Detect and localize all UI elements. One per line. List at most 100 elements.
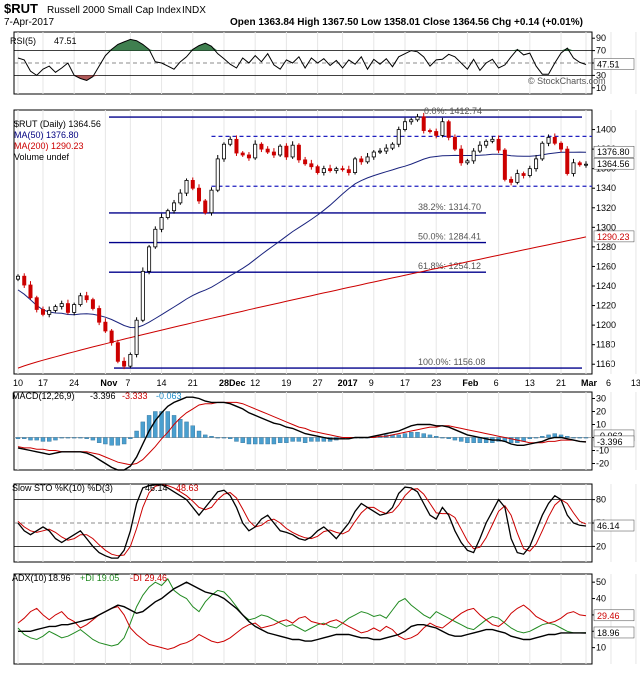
rsi-label-text: RSI(5) bbox=[10, 36, 36, 46]
rsi-overbought-fill bbox=[18, 39, 586, 51]
x-tick-label: 17 bbox=[400, 378, 410, 388]
price-axis-label: 1280 bbox=[596, 242, 616, 252]
candle-body bbox=[84, 295, 89, 301]
candle-body bbox=[209, 189, 214, 214]
candle-body bbox=[65, 303, 70, 313]
rsi-current-tag-text: 47.51 bbox=[597, 60, 620, 70]
macd-histogram-bar bbox=[577, 437, 582, 439]
price-axis-label: 1260 bbox=[596, 261, 616, 271]
candle-body bbox=[359, 158, 364, 163]
adx-panel-frame bbox=[13, 573, 593, 665]
adx-value-tag-text: 18.96 bbox=[597, 628, 620, 638]
candle-body bbox=[490, 138, 495, 142]
macd-histogram-bar bbox=[415, 432, 420, 438]
candle-body bbox=[321, 168, 326, 173]
candle-body bbox=[278, 145, 283, 156]
macd-histogram-bar bbox=[259, 437, 264, 445]
price-axis-label: 1180 bbox=[596, 340, 615, 350]
price-axis-label: 1200 bbox=[596, 320, 616, 330]
macd-label-macd: -3.396 bbox=[90, 391, 116, 401]
macd-line bbox=[17, 396, 587, 471]
macd-histogram-bar bbox=[128, 437, 133, 439]
sto-label-d: 48.63 bbox=[176, 483, 199, 493]
candle-body bbox=[434, 131, 439, 136]
candle-body bbox=[265, 148, 270, 153]
chart-watermark: © StockCharts.com bbox=[528, 76, 606, 86]
macd-histogram-bar bbox=[65, 437, 71, 439]
macd-signal-line bbox=[17, 401, 587, 466]
macd-histogram-bar bbox=[221, 437, 227, 439]
candle-body bbox=[378, 150, 383, 153]
macd-histogram-bar bbox=[533, 437, 539, 439]
x-tick-label: 14 bbox=[157, 378, 167, 388]
candle-body bbox=[440, 121, 445, 136]
macd-histogram-bar bbox=[190, 425, 195, 438]
x-tick-label: 23 bbox=[431, 378, 441, 388]
sto-d-line bbox=[17, 484, 587, 557]
candle-body bbox=[165, 210, 170, 218]
macd-histogram-bar bbox=[47, 437, 52, 442]
adx-label: ADX(10) 18.96 +DI 19.05 -DI 29.46 bbox=[12, 573, 167, 583]
price-axis-label: 1340 bbox=[596, 183, 616, 193]
macd-histogram-bar bbox=[508, 437, 514, 443]
candle-body bbox=[109, 330, 114, 344]
candle-body bbox=[172, 202, 177, 212]
adx-label-text: ADX(10) bbox=[12, 573, 47, 583]
candle-body bbox=[315, 166, 320, 173]
candle-body bbox=[72, 304, 77, 313]
candle-body bbox=[384, 147, 389, 152]
legend-rut: $RUT (Daily) 1364.56 bbox=[14, 119, 101, 129]
macd-histogram-bar bbox=[34, 437, 39, 441]
macd-histogram-bar bbox=[409, 432, 414, 438]
macd-histogram-bar bbox=[571, 437, 576, 439]
candle-body bbox=[540, 142, 545, 160]
rsi-label: RSI(5) 47.51 bbox=[10, 36, 77, 46]
candle-body bbox=[128, 354, 133, 367]
candle-body bbox=[197, 187, 202, 202]
chart-exchange: INDX bbox=[182, 5, 206, 16]
candle-body bbox=[365, 156, 370, 163]
macd-histogram-bar bbox=[203, 434, 208, 438]
macd-histogram-bar bbox=[84, 437, 89, 439]
x-tick-label: 27 bbox=[313, 378, 323, 388]
candle-body bbox=[40, 309, 45, 315]
sto-axis-label: 20 bbox=[596, 541, 606, 551]
candle-body bbox=[90, 299, 95, 309]
candle-body bbox=[34, 297, 39, 310]
macd-histogram-bar bbox=[271, 437, 277, 445]
candle-body bbox=[215, 158, 220, 191]
macd-histogram-bar bbox=[465, 437, 470, 443]
macd-histogram-bar bbox=[421, 433, 426, 438]
rsi-axis-label: 10 bbox=[596, 83, 606, 93]
ma50-price-tag-box bbox=[593, 145, 635, 158]
macd-histogram-bar bbox=[471, 437, 476, 443]
candle-body bbox=[396, 129, 401, 145]
x-tick-label: 13 bbox=[525, 378, 535, 388]
macd-axis-label: -20 bbox=[596, 459, 609, 469]
candle-body bbox=[552, 136, 557, 144]
price-axis-label: 1400 bbox=[596, 125, 616, 135]
price-legend: $RUT (Daily) 1364.56 MA(50) 1376.80 MA(2… bbox=[14, 119, 101, 162]
candle-body bbox=[371, 151, 376, 158]
macd-histogram-bar bbox=[433, 436, 439, 438]
macd-axis-label: -10 bbox=[596, 446, 609, 456]
macd-histogram-bar bbox=[59, 437, 64, 439]
macd-histogram-bar bbox=[71, 437, 77, 439]
macd-histogram-bar bbox=[452, 437, 458, 441]
rsi-label-value: 47.51 bbox=[54, 36, 77, 46]
candle-body bbox=[402, 121, 407, 130]
candle-body bbox=[15, 275, 20, 280]
candle-body bbox=[290, 144, 295, 158]
candle-body bbox=[328, 168, 333, 172]
candle-body bbox=[465, 160, 470, 164]
candle-body bbox=[228, 138, 233, 145]
macd-histogram-bar bbox=[53, 437, 58, 441]
legend-ma200: MA(200) 1290.23 bbox=[14, 141, 84, 151]
macd-histogram-bar bbox=[309, 437, 314, 442]
close-price-tag-text: 1364.56 bbox=[597, 159, 630, 169]
candle-body bbox=[97, 308, 102, 323]
candle-body bbox=[446, 121, 451, 138]
candle-body bbox=[140, 270, 145, 321]
macd-histogram-bar bbox=[78, 437, 83, 439]
price-axis-label: 1320 bbox=[596, 203, 616, 213]
